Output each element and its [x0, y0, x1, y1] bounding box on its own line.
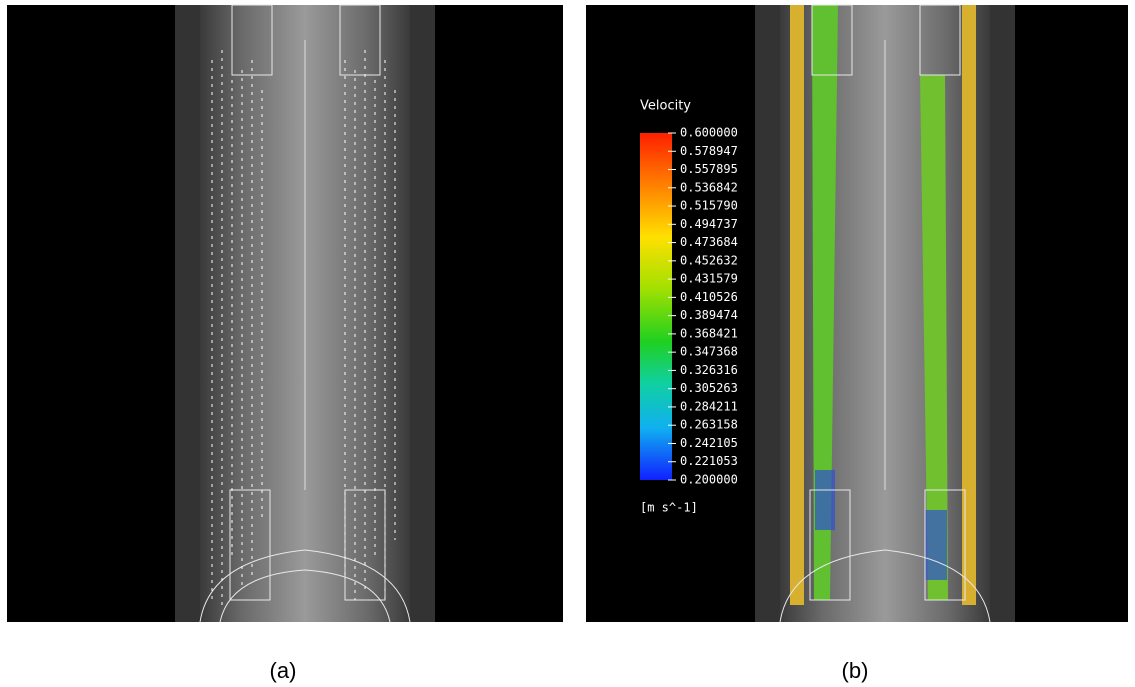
legend-label: 0.284211 — [680, 399, 738, 413]
legend-label: 0.536842 — [680, 180, 738, 194]
legend-label: 0.494737 — [680, 217, 738, 231]
legend-label: 0.326316 — [680, 363, 738, 377]
caption-a: (a) — [270, 658, 297, 683]
legend-label: 0.557895 — [680, 162, 738, 176]
legend-label: 0.600000 — [680, 126, 738, 140]
caption-b: (b) — [842, 658, 869, 683]
legend-label: 0.305263 — [680, 381, 738, 395]
legend-label: 0.578947 — [680, 144, 738, 158]
legend-label: 0.431579 — [680, 272, 738, 286]
legend-label: 0.410526 — [680, 290, 738, 304]
legend-label: 0.200000 — [680, 473, 738, 487]
figure: (a) Velocity 0.600000 0.578947 0.557895 0.5… — [0, 0, 1135, 687]
legend-label: 0.473684 — [680, 235, 738, 249]
legend-label: 0.389474 — [680, 308, 738, 322]
legend-label: 0.242105 — [680, 436, 738, 450]
legend-label: 0.263158 — [680, 418, 738, 432]
legend-title: Velocity — [640, 99, 691, 114]
legend-label: 0.368421 — [680, 326, 738, 340]
panel-a — [7, 5, 563, 622]
colorbar — [640, 133, 672, 480]
legend-label: 0.515790 — [680, 199, 738, 213]
legend-label: 0.347368 — [680, 345, 738, 359]
legend-label: 0.452632 — [680, 253, 738, 267]
legend-unit: [m s^-1] — [640, 501, 698, 515]
panel-b: Velocity 0.600000 0.578947 0.557895 0.53684… — [586, 5, 1128, 622]
legend-label: 0.221053 — [680, 454, 738, 468]
